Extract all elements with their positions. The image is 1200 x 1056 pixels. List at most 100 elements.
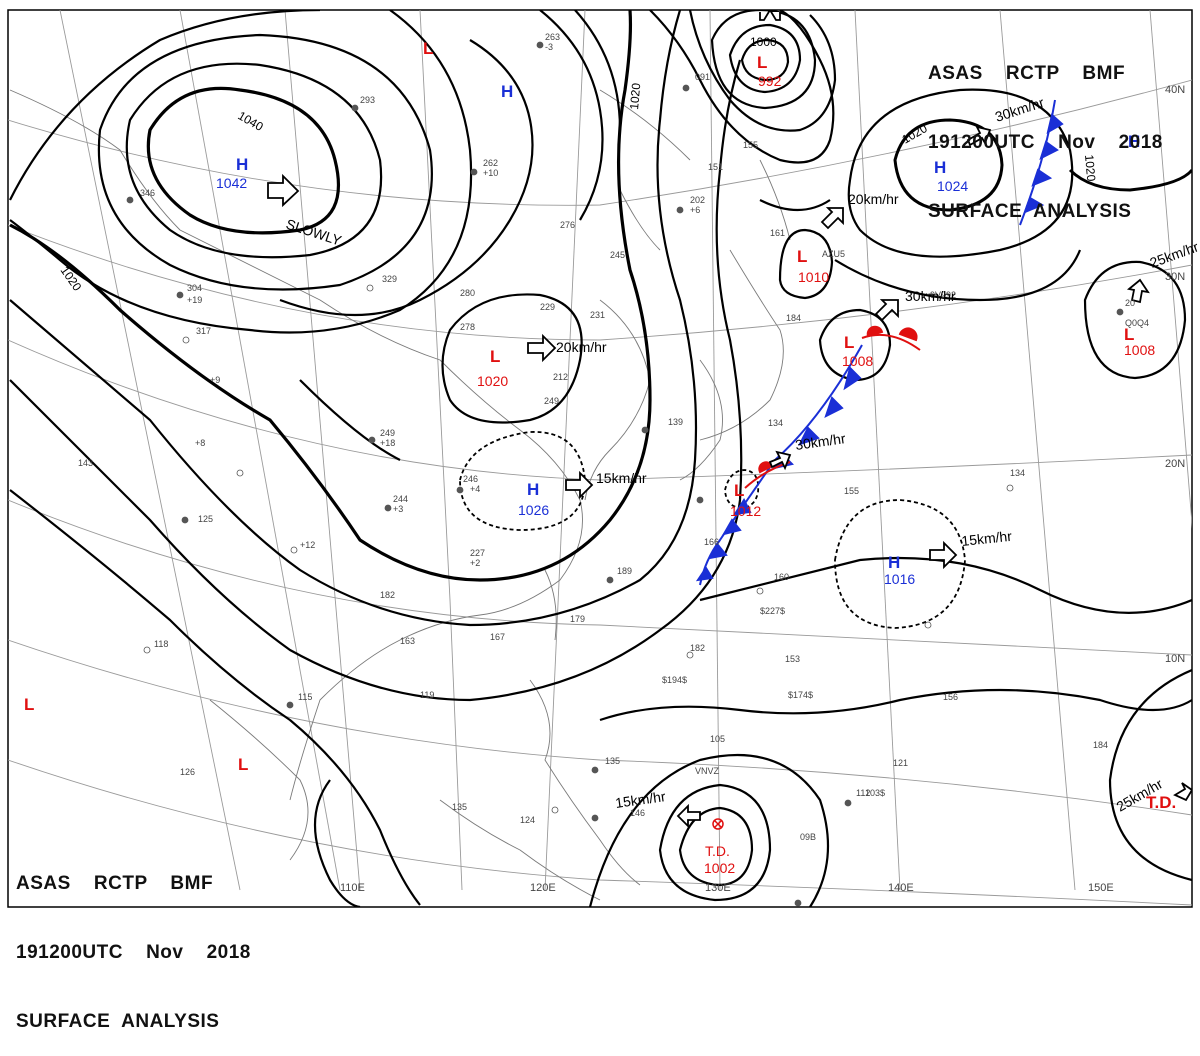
svg-text:227: 227 [470,548,485,558]
svg-text:+18: +18 [380,438,395,448]
svg-text:121: 121 [893,758,908,768]
svg-text:212: 212 [553,372,568,382]
lat-label-10n: 10N [1165,653,1185,665]
svg-text:167: 167 [490,632,505,642]
high-center-value: 1016 [884,571,915,587]
high-center-symbol: H [501,82,513,101]
svg-text:$227$: $227$ [760,606,785,616]
low-center-symbol: L [238,755,248,774]
svg-text:09B: 09B [800,832,816,842]
svg-text:245: 245 [610,250,625,260]
svg-text:293: 293 [360,95,375,105]
isobar-label-1020-far-east: 1020 [1082,154,1098,182]
header-top-line-2: 191200UTC Nov 2018 [928,132,1163,153]
svg-text:153: 153 [785,654,800,664]
svg-text:+4: +4 [470,484,480,494]
svg-text:+2: +2 [470,558,480,568]
svg-text:166: 166 [704,537,719,547]
svg-text:262: 262 [483,158,498,168]
svg-text:134: 134 [1010,468,1025,478]
high-center-symbol: H [888,553,900,572]
svg-text:249: 249 [544,396,559,406]
svg-text:317: 317 [196,326,211,336]
isobar-1040 [146,86,340,235]
svg-text:125: 125 [198,514,213,524]
svg-text:VNVZ: VNVZ [695,766,720,776]
tropical-depression-value: 1002 [704,860,735,876]
low-center-value: 992 [758,73,782,89]
svg-text:146: 146 [630,808,645,818]
svg-text:202: 202 [690,195,705,205]
movement-arrows [267,10,1192,829]
svg-text:278: 278 [460,322,475,332]
lon-label-120e: 120E [530,882,556,894]
low-center-value: 1008 [1124,342,1155,358]
svg-text:160: 160 [774,572,789,582]
low-center-value: 1008 [842,353,873,369]
high-center-symbol: H [1128,132,1140,151]
svg-text:139: 139 [668,417,683,427]
svg-text:135: 135 [605,756,620,766]
low-center-symbol: L [734,481,744,500]
svg-text:091: 091 [695,72,710,82]
svg-text:135: 135 [452,802,467,812]
isobar-label-1000: 1000 [750,35,777,49]
svg-text:249: 249 [380,428,395,438]
svg-text:124: 124 [520,815,535,825]
svg-text:115: 115 [298,692,312,702]
low-center-symbol: L [24,695,34,714]
svg-text:+3: +3 [393,504,403,514]
header-top: ASAS RCTP BMF 191200UTC Nov 2018 SURFACE… [928,16,1163,246]
high-center-symbol: H [527,480,539,499]
isobar-1020-west [9,10,652,582]
svg-text:126: 126 [180,767,195,777]
svg-text:+12: +12 [300,540,315,550]
high-center-value: 1024 [937,178,968,194]
high-center-symbol: H [236,155,248,174]
movement-label: 15km/hr [961,528,1013,549]
svg-text:229: 229 [540,302,555,312]
svg-text:304: 304 [187,283,202,293]
lon-label-150e: 150E [1088,882,1114,894]
svg-text:9V992: 9V992 [930,290,956,300]
svg-text:184: 184 [786,313,801,323]
station-plots [126,41,1124,907]
low-center-value: 1012 [730,503,761,519]
svg-text:231: 231 [590,310,605,320]
low-center-symbol: L [757,53,767,72]
low-center-symbol: L [844,333,854,352]
svg-text:276: 276 [560,220,575,230]
map-frame [7,9,1193,908]
svg-text:112: 112 [856,788,870,798]
isobars [9,10,1192,907]
svg-text:329: 329 [382,274,397,284]
high-center-value: 1026 [518,502,549,518]
svg-text:263: 263 [545,32,560,42]
high-center-symbol: H [934,158,946,177]
td-marker-icon [712,818,724,830]
svg-text:246: 246 [463,474,478,484]
movement-label: 15km/hr [614,788,667,811]
low-center-value: 1010 [798,269,829,285]
low-center-symbol: L [423,39,433,58]
svg-text:+9: +9 [210,375,220,385]
dashed-isobars [459,431,966,629]
coastlines [9,89,791,901]
svg-text:-3: -3 [545,42,553,52]
header-bottom-line-3: SURFACE ANALYSIS [16,1011,220,1032]
svg-text:134: 134 [768,418,783,428]
station-numbers: 304 +19 246+4 244+3 091 263-3 262+10 202+6… [78,32,1149,842]
svg-text:119: 119 [420,690,434,700]
low-center-value: 1020 [477,373,508,389]
svg-text:+6: +6 [690,205,700,215]
header-top-line-1: ASAS RCTP BMF [928,63,1126,84]
svg-text:143: 143 [78,458,93,468]
lat-label-20n: 20N [1165,458,1185,470]
svg-text:155: 155 [743,140,758,150]
svg-text:151: 151 [708,162,723,172]
movement-label: 15km/hr [596,470,647,486]
svg-text:$194$: $194$ [662,675,687,685]
svg-text:118: 118 [154,639,168,649]
low-center-symbol: L [490,347,500,366]
high-center-value: 1042 [216,175,247,191]
